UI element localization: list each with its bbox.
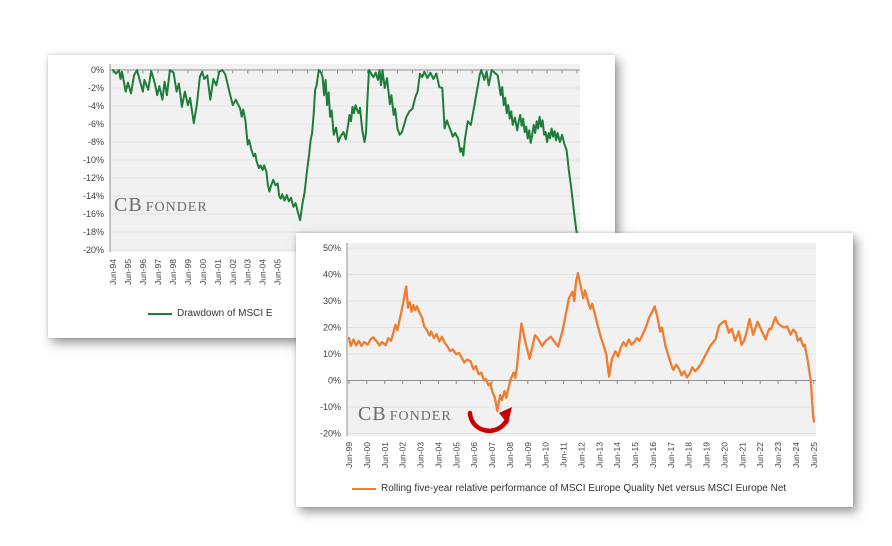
svg-text:Jun-07: Jun-07 xyxy=(487,442,497,468)
svg-text:Jun-00: Jun-00 xyxy=(198,259,208,285)
relperf-plot-area xyxy=(347,243,816,436)
svg-text:30%: 30% xyxy=(323,296,341,306)
relative-performance-legend: Rolling five-year relative performance o… xyxy=(352,483,786,494)
drawdown-series-line xyxy=(112,69,579,238)
svg-text:-14%: -14% xyxy=(83,191,104,201)
svg-text:Jun-01: Jun-01 xyxy=(213,259,223,285)
svg-text:Jun-14: Jun-14 xyxy=(612,442,622,468)
drawdown-chart-window: 0% -2% -4% -6% -8% -10% -12% -14% -16% -18% -20% Ju… xyxy=(48,55,615,338)
svg-text:Jun-02: Jun-02 xyxy=(398,442,408,468)
svg-text:Jun-00: Jun-00 xyxy=(362,442,372,468)
svg-text:-18%: -18% xyxy=(83,227,104,237)
watermark-cb: CB xyxy=(114,194,143,216)
watermark-fonder: FONDER xyxy=(145,200,208,215)
svg-text:Jun-18: Jun-18 xyxy=(684,442,694,468)
svg-text:-2%: -2% xyxy=(88,83,104,93)
relperf-x-axis-labels: Jun-99 Jun-00 Jun-01 Jun-02 Jun-03 Jun-04 Jun-… xyxy=(344,442,819,468)
watermark-cb: CB xyxy=(358,403,387,425)
svg-text:Jun-03: Jun-03 xyxy=(243,259,253,285)
svg-text:Jun-11: Jun-11 xyxy=(559,442,569,468)
trough-rebound-arrow xyxy=(467,407,512,433)
svg-text:Jun-17: Jun-17 xyxy=(666,442,676,468)
svg-text:Jun-99: Jun-99 xyxy=(344,442,354,468)
svg-text:Jun-03: Jun-03 xyxy=(416,442,426,468)
drawdown-y-axis-labels: 0% -2% -4% -6% -8% -10% -12% -14% -16% -18% -20% xyxy=(83,65,104,255)
svg-text:0%: 0% xyxy=(91,65,104,75)
svg-text:Jun-06: Jun-06 xyxy=(469,442,479,468)
arrow-curve xyxy=(467,410,510,433)
drawdown-chart: 0% -2% -4% -6% -8% -10% -12% -14% -16% -18% -20% Ju… xyxy=(83,64,580,285)
svg-text:Jun-10: Jun-10 xyxy=(541,442,551,468)
svg-text:Jun-21: Jun-21 xyxy=(737,442,747,468)
svg-text:Jun-04: Jun-04 xyxy=(258,259,268,285)
svg-text:-10%: -10% xyxy=(83,155,104,165)
svg-text:Jun-94: Jun-94 xyxy=(108,259,118,285)
svg-text:-20%: -20% xyxy=(320,429,341,439)
drawdown-x-axis-labels: Jun-94 Jun-95 Jun-96 Jun-97 Jun-98 Jun-99 Jun-… xyxy=(108,259,283,285)
svg-text:Jun-98: Jun-98 xyxy=(168,259,178,285)
svg-text:Jun-01: Jun-01 xyxy=(380,442,390,468)
svg-text:Jun-96: Jun-96 xyxy=(138,259,148,285)
svg-text:Jun-19: Jun-19 xyxy=(702,442,712,468)
svg-text:Jun-12: Jun-12 xyxy=(576,442,586,468)
svg-text:Jun-02: Jun-02 xyxy=(228,259,238,285)
svg-text:-16%: -16% xyxy=(83,209,104,219)
relperf-legend-marker xyxy=(352,487,376,490)
svg-text:-6%: -6% xyxy=(88,119,104,129)
svg-text:-12%: -12% xyxy=(83,173,104,183)
relperf-series-line xyxy=(347,272,816,423)
svg-text:Jun-09: Jun-09 xyxy=(523,442,533,468)
svg-text:Jun-15: Jun-15 xyxy=(630,442,640,468)
svg-text:-20%: -20% xyxy=(83,245,104,255)
svg-text:Jun-20: Jun-20 xyxy=(719,442,729,468)
watermark-fonder: FONDER xyxy=(389,409,452,424)
svg-text:40%: 40% xyxy=(323,270,341,280)
arrow-head xyxy=(499,407,512,424)
cb-fonder-watermark: CB FONDER xyxy=(358,404,452,424)
relperf-y-axis-labels: 50% 40% 30% 20% 10% 0% -10% -20% xyxy=(320,243,341,439)
svg-text:-8%: -8% xyxy=(88,137,104,147)
relative-performance-chart-window: 50% 40% 30% 20% 10% 0% -10% -20% Jun-99 Jun-00 Jun… xyxy=(296,233,853,507)
svg-text:-4%: -4% xyxy=(88,101,104,111)
relative-performance-chart: 50%40%30%20%10%0%-10%-20%Jun-99 Jun-00 Jun… xyxy=(320,243,819,468)
svg-text:Jun-13: Jun-13 xyxy=(594,442,604,468)
svg-text:0%: 0% xyxy=(328,376,341,386)
relperf-legend-label: Rolling five-year relative performance o… xyxy=(381,483,787,494)
svg-text:Jun-05: Jun-05 xyxy=(451,442,461,468)
svg-text:20%: 20% xyxy=(323,323,341,333)
drawdown-legend-label: Drawdown of MSCI E xyxy=(177,308,273,319)
svg-text:50%: 50% xyxy=(323,243,341,253)
svg-text:Jun-24: Jun-24 xyxy=(791,442,801,468)
svg-text:Jun-22: Jun-22 xyxy=(755,442,765,468)
svg-text:Jun-08: Jun-08 xyxy=(505,442,515,468)
svg-text:Jun-23: Jun-23 xyxy=(773,442,783,468)
svg-text:Jun-95: Jun-95 xyxy=(123,259,133,285)
drawdown-legend: Drawdown of MSCI E xyxy=(148,308,273,319)
svg-text:Jun-05: Jun-05 xyxy=(273,259,283,285)
drawdown-legend-marker xyxy=(148,312,172,315)
svg-text:Jun-25: Jun-25 xyxy=(809,442,819,468)
svg-text:Jun-16: Jun-16 xyxy=(648,442,658,468)
svg-text:10%: 10% xyxy=(323,349,341,359)
svg-text:Jun-04: Jun-04 xyxy=(433,442,443,468)
svg-text:Jun-99: Jun-99 xyxy=(183,259,193,285)
svg-text:Jun-97: Jun-97 xyxy=(153,259,163,285)
svg-text:-10%: -10% xyxy=(320,402,341,412)
cb-fonder-watermark: CB FONDER xyxy=(114,195,208,215)
